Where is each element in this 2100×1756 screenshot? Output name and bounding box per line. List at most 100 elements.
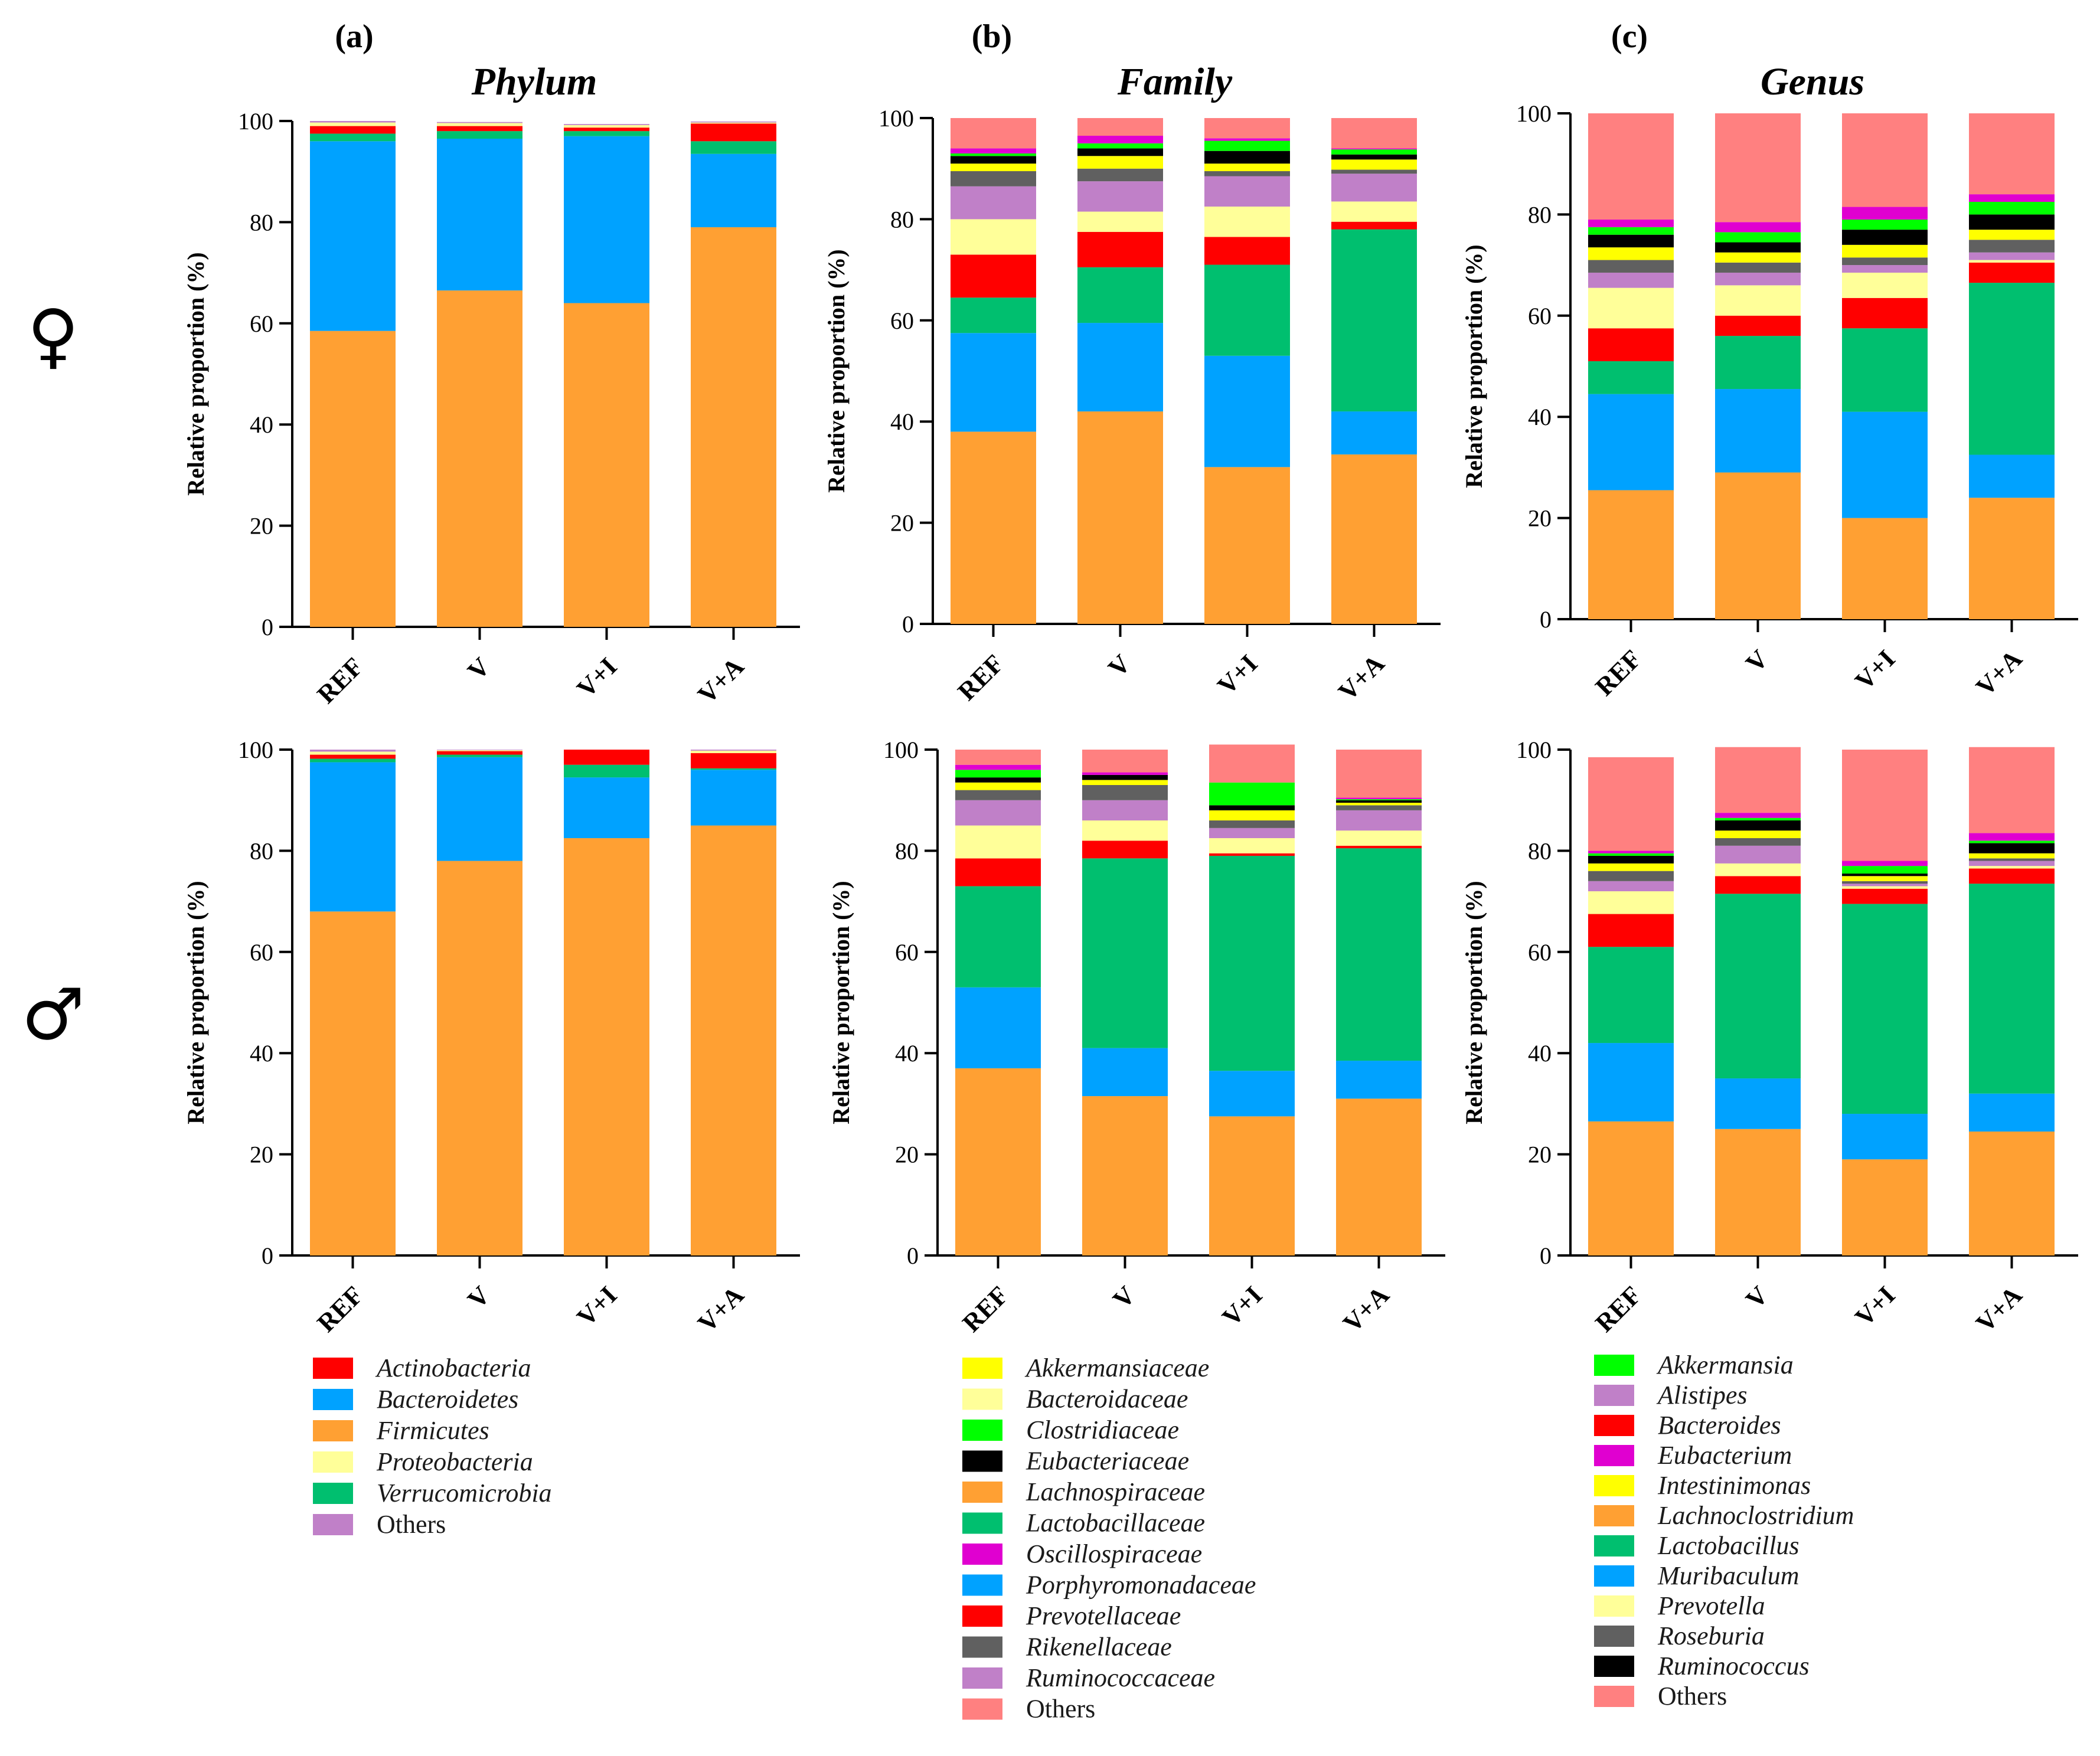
legend-label: Prevotella <box>1657 1591 1765 1620</box>
bar-segment <box>955 764 1041 770</box>
bar-segment <box>1842 411 1928 518</box>
bar-segment <box>1969 884 2055 1094</box>
bar-segment <box>1331 149 1417 155</box>
legend-swatch <box>962 1388 1002 1410</box>
bar-segment <box>437 754 522 757</box>
panel-label-b: (b) <box>972 18 1012 55</box>
y-tick-label: 60 <box>250 939 273 966</box>
bar-segment <box>564 764 649 778</box>
legend-label: Eubacterium <box>1657 1441 1792 1470</box>
y-tick-label: 20 <box>250 1142 273 1168</box>
y-tick-label: 100 <box>1516 100 1552 127</box>
bar-segment <box>1588 287 1674 329</box>
bar-segment <box>437 123 522 126</box>
bar-segment <box>1209 855 1295 1071</box>
bar-segment <box>437 290 522 627</box>
bar-segment <box>564 125 649 128</box>
y-tick-label: 40 <box>890 408 914 435</box>
bar-segment <box>1588 947 1674 1044</box>
bar-segment <box>1209 820 1295 828</box>
bar-segment <box>1209 810 1295 820</box>
y-tick-label: 40 <box>250 1040 273 1067</box>
bar-segment <box>1715 272 1801 286</box>
bar-segment <box>1715 113 1801 223</box>
bar-segment <box>1588 891 1674 914</box>
legend-swatch <box>962 1605 1002 1627</box>
legend-label: Verrucomicrobia <box>377 1479 552 1508</box>
bar-segment <box>951 431 1036 624</box>
bar-segment <box>1842 888 1928 904</box>
bar-segment <box>1715 863 1801 877</box>
bar-segment <box>1715 813 1801 818</box>
bar-segment <box>1082 800 1168 820</box>
panel-label-a: (a) <box>335 18 373 55</box>
legend-swatch <box>1594 1385 1634 1406</box>
y-tick-label: 80 <box>250 838 273 864</box>
y-tick-label: 40 <box>1528 404 1552 430</box>
bar-segment <box>1715 336 1801 390</box>
bar-segment <box>1715 262 1801 273</box>
bar-segment <box>1842 1159 1928 1255</box>
legend-swatch <box>962 1574 1002 1596</box>
bar-segment <box>1209 744 1295 783</box>
bar-segment <box>1331 229 1417 412</box>
y-tick-label: 40 <box>1528 1040 1552 1067</box>
bar-segment <box>691 825 776 1255</box>
y-tick-label: 0 <box>1540 1242 1552 1269</box>
bar-segment <box>951 163 1036 171</box>
bar-segment <box>955 987 1041 1068</box>
legend-swatch <box>962 1358 1002 1379</box>
legend-swatch <box>962 1667 1002 1689</box>
bar-segment <box>1588 113 1674 220</box>
bar-segment <box>1969 454 2055 498</box>
bar-segment <box>1715 894 1801 1079</box>
legend-swatch <box>1594 1656 1634 1677</box>
bar-segment <box>1969 868 2055 884</box>
legend-label: Muribaculum <box>1657 1561 1799 1590</box>
bar-segment <box>1715 315 1801 336</box>
y-tick-label: 60 <box>895 939 919 966</box>
bar-segment <box>1969 841 2055 843</box>
bar-segment <box>1715 876 1801 894</box>
bar-segment <box>437 861 522 1255</box>
bar-segment <box>1715 747 1801 813</box>
bar-segment <box>1082 1096 1168 1255</box>
bar-segment <box>691 750 776 751</box>
legend-swatch <box>962 1450 1002 1472</box>
bar-segment <box>1588 328 1674 361</box>
legend-swatch <box>313 1389 353 1410</box>
bar-segment <box>1969 747 2055 833</box>
bar-segment <box>310 911 396 1255</box>
bar-segment <box>564 131 649 136</box>
legend-label: Akkermansiaceae <box>1024 1353 1209 1382</box>
legend-label: Prevotellaceae <box>1025 1601 1181 1630</box>
bar-segment <box>1842 881 1928 884</box>
bar-segment <box>1209 1116 1295 1255</box>
legend-label: Proteobacteria <box>376 1447 533 1476</box>
y-tick-label: 20 <box>1528 505 1552 532</box>
bar-segment <box>1204 206 1290 237</box>
bar-segment <box>1331 169 1417 174</box>
legend-label: Alistipes <box>1656 1381 1748 1410</box>
panel-label-c: (c) <box>1611 18 1648 55</box>
y-tick-label: 40 <box>895 1040 919 1067</box>
bar-segment <box>955 790 1041 800</box>
legend-swatch <box>1594 1355 1634 1376</box>
bar-segment <box>1209 828 1295 838</box>
y-tick-label: 100 <box>238 737 273 763</box>
y-tick-label: 0 <box>902 611 914 637</box>
bar-segment <box>955 750 1041 765</box>
bar-segment <box>691 753 776 769</box>
legend-label: Bacteroidaceae <box>1026 1385 1188 1414</box>
legend-label: Others <box>1026 1695 1095 1724</box>
bar-segment <box>1842 1114 1928 1160</box>
bar-segment <box>1588 247 1674 260</box>
y-tick-label: 20 <box>895 1142 919 1168</box>
bar-segment <box>1588 260 1674 273</box>
bar-segment <box>955 800 1041 826</box>
bar-segment <box>1077 211 1163 232</box>
bar-segment <box>1204 237 1290 265</box>
bar-segment <box>1842 884 1928 887</box>
bar-segment <box>1969 230 2055 240</box>
